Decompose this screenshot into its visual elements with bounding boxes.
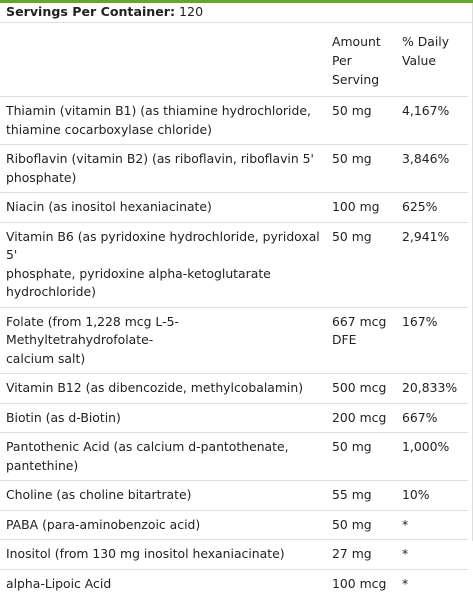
nutrient-row: alpha-Lipoic Acid 100 mcg* [0, 569, 468, 598]
nutrient-amount: 100 mcg [328, 569, 396, 598]
nutrient-name: Vitamin B6 (as pyridoxine hydrochloride,… [0, 222, 328, 307]
nutrient-amount-line: 500 mcg [332, 379, 396, 398]
header-daily-line: % Daily [402, 32, 468, 51]
nutrient-name: Pantothenic Acid (as calcium d-pantothen… [0, 433, 328, 481]
nutrient-row: PABA (para-aminobenzoic acid) 50 mg* [0, 510, 468, 540]
nutrient-amount: 50 mg [328, 510, 396, 540]
nutrient-amount: 100 mg [328, 193, 396, 223]
accent-bar [0, 0, 473, 3]
nutrient-amount-line: 50 mg [332, 150, 396, 169]
nutrient-daily-value: 3,846% [396, 145, 468, 193]
nutrient-daily-value: 625% [396, 193, 468, 223]
header-amount-line: Amount [332, 32, 396, 51]
nutrient-name-line: Vitamin B12 (as dibencozide, methylcobal… [6, 379, 324, 398]
nutrient-name: Folate (from 1,228 mcg L-5-Methyltetrahy… [0, 307, 328, 374]
nutrient-amount-line: 27 mg [332, 545, 396, 564]
nutrient-daily-value: 2,941% [396, 222, 468, 307]
nutrient-name-line: hydrochloride) [6, 283, 324, 302]
nutrient-daily-value: 667% [396, 403, 468, 433]
header-name-cell [0, 23, 328, 97]
nutrient-daily-value: 10% [396, 481, 468, 511]
nutrient-daily-value: 4,167% [396, 97, 468, 145]
nutrient-row: Riboflavin (vitamin B2) (as riboflavin, … [0, 145, 468, 193]
nutrient-amount: 200 mcg [328, 403, 396, 433]
nutrient-amount-line: 100 mcg [332, 575, 396, 594]
nutrient-daily-value: * [396, 569, 468, 598]
nutrient-amount-line: 50 mg [332, 228, 396, 247]
header-amount-line: Per [332, 51, 396, 70]
header-amount-line: Serving [332, 70, 396, 89]
nutrient-row: Niacin (as inositol hexaniacinate) 100 mg… [0, 193, 468, 223]
nutrient-amount: 500 mcg [328, 374, 396, 404]
nutrient-name: Thiamin (vitamin B1) (as thiamine hydroc… [0, 97, 328, 145]
nutrient-name-line: PABA (para-aminobenzoic acid) [6, 516, 324, 535]
nutrient-name-line: Thiamin (vitamin B1) (as thiamine hydroc… [6, 102, 324, 121]
header-amount-per-serving: Amount Per Serving [328, 23, 396, 97]
nutrient-name-line: Inositol (from 130 mg inositol hexaniaci… [6, 545, 324, 564]
nutrient-amount: 50 mg [328, 145, 396, 193]
nutrient-daily-value: * [396, 510, 468, 540]
supplement-facts-panel: Servings Per Container: 120 Amount Per S… [0, 0, 473, 541]
nutrient-name: alpha-Lipoic Acid [0, 569, 328, 598]
nutrient-amount-line: 200 mcg [332, 409, 396, 428]
nutrient-daily-value: 1,000% [396, 433, 468, 481]
nutrient-amount-line: 100 mg [332, 198, 396, 217]
nutrient-amount: 50 mg [328, 433, 396, 481]
nutrient-name-line: calcium salt) [6, 350, 324, 369]
nutrient-daily-value: 20,833% [396, 374, 468, 404]
header-daily-line: Value [402, 51, 468, 70]
nutrient-row: Folate (from 1,228 mcg L-5-Methyltetrahy… [0, 307, 468, 374]
nutrient-name-line: Pantothenic Acid (as calcium d-pantothen… [6, 438, 324, 475]
nutrient-table-body: Thiamin (vitamin B1) (as thiamine hydroc… [0, 97, 468, 598]
header-daily-value: % Daily Value [396, 23, 468, 97]
nutrient-amount-line: 50 mg [332, 102, 396, 121]
nutrient-row: Vitamin B12 (as dibencozide, methylcobal… [0, 374, 468, 404]
nutrient-name-line: Choline (as choline bitartrate) [6, 486, 324, 505]
nutrient-name: PABA (para-aminobenzoic acid) [0, 510, 328, 540]
header-row: Amount Per Serving % Daily Value [0, 23, 468, 97]
nutrient-row: Thiamin (vitamin B1) (as thiamine hydroc… [0, 97, 468, 145]
nutrient-name-line: Biotin (as d-Biotin) [6, 409, 324, 428]
servings-value: 120 [179, 4, 203, 19]
nutrient-amount-line: 50 mg [332, 516, 396, 535]
nutrient-amount: 50 mg [328, 222, 396, 307]
nutrient-table-header: Amount Per Serving % Daily Value [0, 23, 468, 97]
nutrient-name-line: Folate (from 1,228 mcg L-5-Methyltetrahy… [6, 313, 324, 350]
nutrient-name: Niacin (as inositol hexaniacinate) [0, 193, 328, 223]
nutrient-name-line: alpha-Lipoic Acid [6, 575, 324, 594]
nutrient-name-line: thiamine cocarboxylase chloride) [6, 121, 324, 140]
nutrient-amount: 27 mg [328, 540, 396, 570]
nutrient-row: Pantothenic Acid (as calcium d-pantothen… [0, 433, 468, 481]
nutrient-name: Riboflavin (vitamin B2) (as riboflavin, … [0, 145, 328, 193]
nutrient-amount-line: 50 mg [332, 438, 396, 457]
nutrient-name: Inositol (from 130 mg inositol hexaniaci… [0, 540, 328, 570]
nutrient-amount-line: 55 mg [332, 486, 396, 505]
nutrient-name-line: Riboflavin (vitamin B2) (as riboflavin, … [6, 150, 324, 169]
nutrient-name-line: Niacin (as inositol hexaniacinate) [6, 198, 324, 217]
nutrient-table: Amount Per Serving % Daily Value Thiamin… [0, 23, 468, 598]
servings-per-container: Servings Per Container: 120 [6, 4, 203, 20]
nutrient-row: Vitamin B6 (as pyridoxine hydrochloride,… [0, 222, 468, 307]
nutrient-amount-line: 667 mcg [332, 313, 396, 332]
nutrient-name-line: phosphate) [6, 169, 324, 188]
nutrient-name-line: Vitamin B6 (as pyridoxine hydrochloride,… [6, 228, 324, 265]
nutrient-daily-value: 167% [396, 307, 468, 374]
nutrient-amount-line: DFE [332, 331, 396, 350]
nutrient-row: Inositol (from 130 mg inositol hexaniaci… [0, 540, 468, 570]
nutrient-daily-value: * [396, 540, 468, 570]
nutrient-amount: 50 mg [328, 97, 396, 145]
nutrient-name: Vitamin B12 (as dibencozide, methylcobal… [0, 374, 328, 404]
nutrient-name-line: phosphate, pyridoxine alpha-ketoglutarat… [6, 265, 324, 284]
servings-label: Servings Per Container: [6, 4, 175, 19]
nutrient-name: Choline (as choline bitartrate) [0, 481, 328, 511]
nutrient-name: Biotin (as d-Biotin) [0, 403, 328, 433]
nutrient-amount: 55 mg [328, 481, 396, 511]
